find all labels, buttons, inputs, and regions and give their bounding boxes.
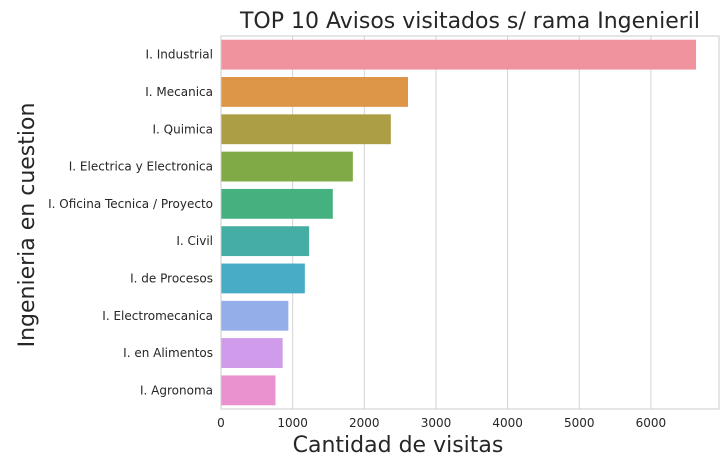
y-tick-label: I. Electrica y Electronica <box>69 160 213 174</box>
y-tick-label: I. Industrial <box>146 48 213 62</box>
x-tick-label: 5000 <box>564 416 595 430</box>
y-axis-label: Ingenieria en cuestion <box>15 103 40 348</box>
x-tick-label: 3000 <box>421 416 452 430</box>
bar <box>221 114 391 145</box>
y-tick-label: I. en Alimentos <box>123 346 213 360</box>
bar <box>221 39 697 70</box>
y-tick-label: I. de Procesos <box>130 271 213 285</box>
bar <box>221 338 283 368</box>
x-tick-label: 0 <box>217 416 225 430</box>
bars-layer <box>221 39 697 406</box>
x-tick-label: 1000 <box>277 416 308 430</box>
bar <box>221 151 353 182</box>
y-tick-label: I. Mecanica <box>145 85 213 99</box>
bar <box>221 188 333 219</box>
x-tick-label: 4000 <box>492 416 523 430</box>
x-axis-label: Cantidad de visitas <box>293 433 504 458</box>
y-tick-label: I. Quimica <box>152 122 213 136</box>
plot-border <box>220 35 720 410</box>
x-tick-label: 6000 <box>636 416 667 430</box>
plot-frame <box>220 35 720 410</box>
y-tick-labels: I. Industrial I. Mecanica I. Quimica I. Ele… <box>48 48 213 398</box>
x-tick-labels: 0 1000 2000 3000 4000 5000 6000 <box>217 416 666 430</box>
bar <box>221 226 310 257</box>
bar <box>221 77 409 107</box>
y-tick-label: I. Oficina Tecnica / Proyecto <box>48 197 213 211</box>
chart-title: TOP 10 Avisos visitados s/ rama Ingenier… <box>239 9 700 34</box>
bar <box>221 300 289 331</box>
y-tick-label: I. Agronoma <box>140 383 213 397</box>
bar <box>221 263 305 294</box>
y-tick-label: I. Electromecanica <box>102 309 213 323</box>
y-tick-label: I. Civil <box>176 234 213 248</box>
x-tick-label: 2000 <box>349 416 380 430</box>
bar <box>221 375 276 406</box>
